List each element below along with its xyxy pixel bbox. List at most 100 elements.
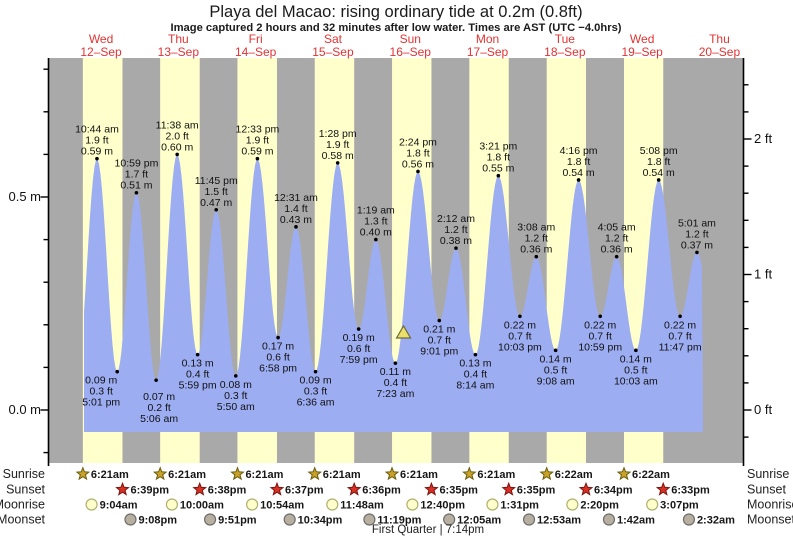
low-tide-label-line: 5:50 am <box>217 401 255 413</box>
high-tide-dot <box>214 207 218 212</box>
high-tide-label-line: 0.43 m <box>280 214 312 226</box>
low-tide-label-line: 0.3 ft <box>304 386 327 398</box>
high-tide-label-line: 2:24 pm <box>399 136 437 148</box>
sunrise-star-icon <box>539 466 555 481</box>
low-tide-label-line: 9:08 am <box>537 375 575 387</box>
day-date-label: 16–Sep <box>390 45 432 59</box>
day-name-label: Wed <box>89 32 113 46</box>
high-tide-label-line: 2:12 am <box>437 213 475 225</box>
low-tide-dot <box>233 374 238 378</box>
moonrise-time-label: 12:40pm <box>420 500 465 512</box>
high-tide-label-line: 0.54 m <box>563 167 595 179</box>
low-tide-label-line: 5:01 pm <box>82 397 120 409</box>
sunrise-time-label: 6:21am <box>323 469 361 481</box>
high-tide-label-line: 10:59 pm <box>115 158 159 170</box>
low-tide-dot <box>356 327 361 331</box>
y-right-label-0ft: 0 ft <box>754 402 772 417</box>
high-tide-label-line: 1.2 ft <box>444 224 467 236</box>
sunrise-time-label: 6:21am <box>168 469 206 481</box>
current-time-marker <box>395 324 412 339</box>
high-tide-label-line: 1.2 ft <box>525 233 548 245</box>
low-tide-dot <box>634 348 638 353</box>
high-tide-label-line: 11:38 am <box>156 119 199 131</box>
low-tide-dot <box>473 352 478 357</box>
moonset-circle-icon <box>443 513 456 526</box>
sunset-time-label: 6:35pm <box>439 485 478 497</box>
moonset-time-label: 1:42am <box>617 515 655 527</box>
high-tide-label-line: 1.5 ft <box>205 186 228 198</box>
day-date-label: 17–Sep <box>467 45 509 59</box>
high-tide-label-line: 0.59 m <box>81 146 113 158</box>
low-tide-label-line: 0.2 ft <box>147 402 170 414</box>
high-tide-dot <box>534 254 539 259</box>
low-tide-dot <box>518 314 522 319</box>
low-tide-label-line: 0.13 m <box>459 358 491 370</box>
moonrise-circle-icon <box>165 498 179 511</box>
moonset-time-label: 12:53am <box>537 515 581 527</box>
moonset-time-label: 9:51pm <box>218 515 257 527</box>
high-tide-dot <box>656 178 661 182</box>
sunset-star-icon <box>346 481 362 496</box>
low-tide-label-line: 8:14 am <box>456 380 494 392</box>
high-tide-label-line: 12:33 pm <box>236 124 280 136</box>
moonset-time-label: 2:32am <box>697 515 735 527</box>
sunrise-star-icon <box>307 466 323 481</box>
low-tide-label-line: 6:58 pm <box>259 363 297 375</box>
low-tide-dot <box>115 369 120 374</box>
sunrise-time-label: 6:22am <box>555 469 593 481</box>
low-tide-dot <box>195 352 200 357</box>
low-tide-label-line: 0.08 m <box>220 379 252 391</box>
high-tide-label-line: 1.8 ft <box>647 156 670 168</box>
high-tide-dot <box>416 169 420 174</box>
row-label-sunrise-left: Sunrise <box>3 467 45 481</box>
high-tide-dot <box>614 254 619 259</box>
sunrise-star-icon <box>230 466 245 481</box>
row-label-moonrise-right: Moonrise <box>747 498 793 512</box>
day-name-label: Sat <box>324 32 343 46</box>
sunrise-star-icon <box>384 466 400 481</box>
low-tide-label-line: 0.22 m <box>504 319 536 331</box>
high-tide-label-line: 5:01 am <box>678 217 716 229</box>
high-tide-label-line: 1.8 ft <box>406 147 429 159</box>
high-tide-label-line: 0.38 m <box>440 235 472 247</box>
moonrise-circle-icon <box>326 498 339 511</box>
high-tide-label-line: 1.7 ft <box>125 169 148 181</box>
high-tide-label-line: 4:05 am <box>598 222 636 234</box>
row-label-moonrise-left: Moonrise <box>0 498 45 512</box>
high-tide-label-line: 0.37 m <box>681 239 713 251</box>
low-tide-dot <box>678 314 682 319</box>
low-tide-label-line: 0.17 m <box>262 341 294 353</box>
low-tide-label-line: 0.4 ft <box>464 369 487 381</box>
sunset-star-icon <box>501 481 517 496</box>
low-tide-label-line: 0.4 ft <box>186 369 209 381</box>
page-title: Playa del Macao: rising ordinary tide at… <box>209 3 582 21</box>
moonset-circle-icon <box>203 513 217 526</box>
day-name-label: Mon <box>476 32 499 46</box>
moonrise-time-label: 3:07pm <box>660 500 699 512</box>
moonrise-time-label: 10:54am <box>260 500 304 512</box>
sunset-star-icon <box>192 481 208 496</box>
low-tide-label-line: 0.14 m <box>540 353 572 365</box>
low-tide-label-line: 10:59 pm <box>578 341 622 353</box>
low-tide-label-line: 0.07 m <box>143 391 175 403</box>
day-date-label: 20–Sep <box>699 45 741 59</box>
low-tide-label-line: 0.22 m <box>664 319 696 331</box>
sunset-time-label: 6:38pm <box>208 485 247 497</box>
high-tide-label-line: 2.0 ft <box>165 130 188 142</box>
sunset-star-icon <box>578 481 594 496</box>
high-tide-label-line: 10:44 am <box>75 124 119 136</box>
day-name-label: Fri <box>249 32 263 46</box>
moonrise-circle-icon <box>566 498 579 511</box>
high-tide-label-line: 4:16 pm <box>560 145 598 157</box>
low-tide-label-line: 11:47 pm <box>659 341 702 353</box>
high-tide-dot <box>255 156 260 161</box>
sunset-star-icon <box>424 481 439 496</box>
sunrise-time-label: 6:21am <box>91 469 129 481</box>
moonrise-circle-icon <box>85 498 98 511</box>
low-tide-label-line: 6:36 am <box>297 397 335 409</box>
row-label-sunset-left: Sunset <box>6 483 45 497</box>
day-date-label: 12–Sep <box>80 45 122 59</box>
moonrise-time-label: 1:31pm <box>500 500 539 512</box>
high-tide-dot <box>134 190 139 195</box>
